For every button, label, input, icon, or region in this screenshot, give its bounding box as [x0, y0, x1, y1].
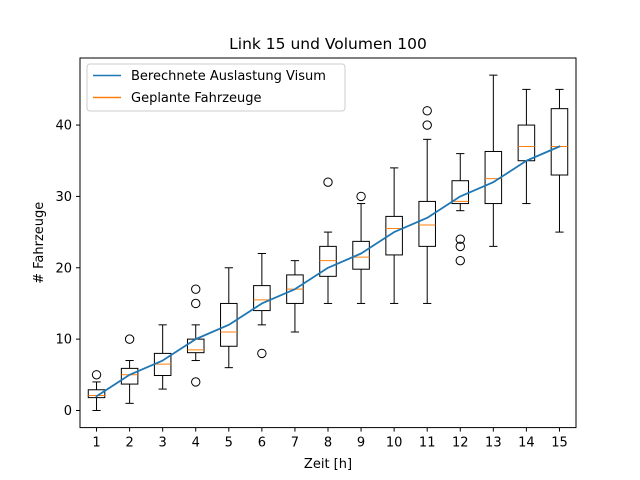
box-iqr-8 [319, 245, 337, 277]
box-8 [319, 177, 337, 304]
series-line-visum [95, 145, 561, 398]
box-iqr-2 [120, 367, 139, 385]
x-tick-label-5: 5 [225, 436, 233, 451]
box-iqr-10 [385, 215, 403, 256]
chart-title: Link 15 und Volumen 100 [229, 35, 427, 53]
flier-11-1 [422, 106, 432, 116]
x-tick-label-13: 13 [485, 436, 502, 451]
x-tick-label-12: 12 [452, 436, 469, 451]
flier-12-1 [455, 241, 465, 252]
flier-9-0 [356, 191, 366, 202]
flier-12-0 [455, 255, 465, 266]
x-tick-label-7: 7 [291, 436, 299, 451]
flier-4-0 [191, 377, 201, 387]
box-11 [418, 106, 436, 304]
box-iqr-15 [550, 108, 569, 176]
x-axis: 1 2 3 4 5 6 7 8 9 10 11 12 13 14 15 [92, 427, 568, 451]
box-5 [220, 267, 238, 369]
legend-box [86, 63, 346, 112]
flier-2-0 [124, 334, 135, 344]
flier-4-1 [191, 298, 201, 309]
y-tick-label-10: 10 [55, 333, 72, 348]
x-tick-label-8: 8 [324, 436, 332, 451]
y-axis: 0 10 20 30 40 [55, 119, 80, 419]
box-iqr-1 [87, 389, 106, 399]
x-axis-label: Zeit [h] [304, 457, 352, 472]
box-6 [253, 253, 271, 359]
y-tick-label-30: 30 [55, 190, 72, 205]
legend: Berechnete Auslastung Visum Geplante Fah… [86, 63, 346, 112]
box-iqr-11 [418, 200, 436, 247]
y-tick-label-20: 20 [55, 261, 72, 276]
flier-1-0 [91, 370, 102, 380]
x-tick-label-10: 10 [386, 436, 403, 451]
x-tick-label-3: 3 [159, 436, 167, 451]
x-tick-label-6: 6 [258, 436, 266, 451]
x-tick-label-11: 11 [419, 436, 436, 451]
box-iqr-6 [253, 285, 271, 312]
y-axis-label: # Fahrzeuge [32, 202, 47, 284]
flier-12-2 [455, 234, 465, 244]
x-tick-label-14: 14 [518, 436, 535, 451]
box-iqr-9 [352, 240, 370, 270]
legend-entry-line: Berechnete Auslastung Visum [131, 69, 326, 84]
x-tick-label-1: 1 [92, 436, 100, 451]
x-tick-label-4: 4 [192, 436, 200, 451]
plot-area [87, 74, 569, 411]
y-tick-label-0: 0 [64, 404, 72, 419]
flier-8-0 [323, 177, 333, 187]
flier-6-0 [257, 348, 267, 359]
box-15 [550, 88, 569, 233]
flier-11-0 [422, 120, 432, 130]
box-14 [517, 88, 536, 205]
x-tick-label-9: 9 [357, 436, 365, 451]
box-13 [484, 74, 503, 247]
x-tick-label-15: 15 [551, 436, 568, 451]
legend-entry-median: Geplante Fahrzeuge [131, 91, 262, 106]
flier-4-2 [191, 284, 201, 294]
box-10 [385, 167, 403, 304]
y-tick-label-40: 40 [55, 119, 72, 134]
x-tick-label-2: 2 [125, 436, 133, 451]
box-iqr-5 [220, 302, 238, 347]
box-3 [153, 324, 172, 390]
box-9 [352, 191, 370, 304]
